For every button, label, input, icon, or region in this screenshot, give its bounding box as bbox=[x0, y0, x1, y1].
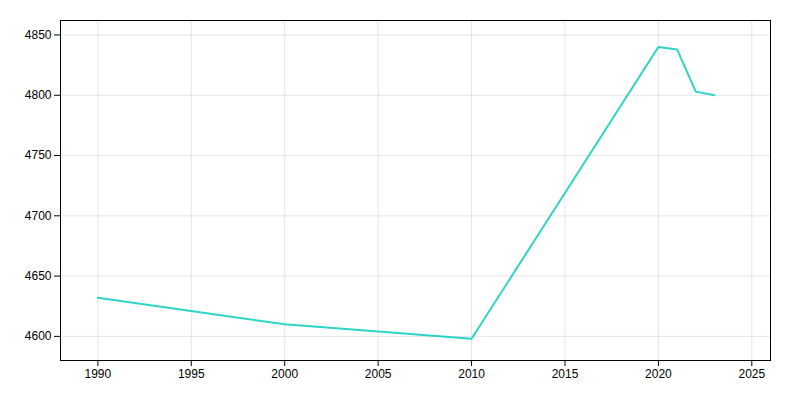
svg-text:2005: 2005 bbox=[365, 367, 392, 381]
svg-text:2015: 2015 bbox=[552, 367, 579, 381]
svg-text:1990: 1990 bbox=[85, 367, 112, 381]
svg-text:4650: 4650 bbox=[25, 269, 52, 283]
svg-text:4600: 4600 bbox=[25, 329, 52, 343]
svg-text:2025: 2025 bbox=[738, 367, 765, 381]
svg-text:2000: 2000 bbox=[271, 367, 298, 381]
svg-text:4850: 4850 bbox=[25, 28, 52, 42]
svg-text:4800: 4800 bbox=[25, 88, 52, 102]
svg-text:2020: 2020 bbox=[645, 367, 672, 381]
svg-text:1995: 1995 bbox=[178, 367, 205, 381]
svg-text:4750: 4750 bbox=[25, 148, 52, 162]
svg-text:2010: 2010 bbox=[458, 367, 485, 381]
svg-text:4700: 4700 bbox=[25, 209, 52, 223]
